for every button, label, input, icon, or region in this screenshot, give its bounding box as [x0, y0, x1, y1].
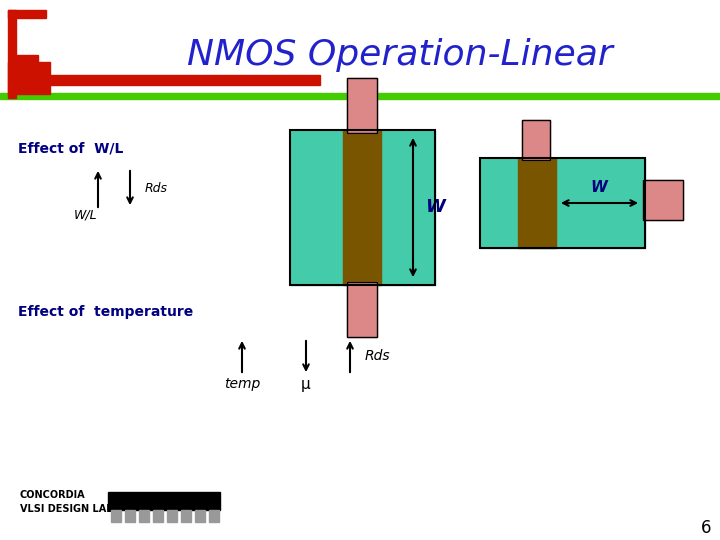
Text: NMOS Operation-Linear: NMOS Operation-Linear	[187, 38, 613, 72]
Text: μ: μ	[301, 377, 311, 392]
Bar	[50, 75, 320, 85]
Bar	[8, 10, 16, 98]
Text: temp: temp	[224, 377, 260, 391]
Bar	[290, 130, 435, 285]
Bar	[181, 510, 191, 522]
Text: VLSI DESIGN LAB: VLSI DESIGN LAB	[20, 504, 114, 514]
Bar	[108, 492, 220, 510]
Text: W: W	[590, 180, 608, 195]
Bar	[8, 62, 50, 94]
Bar	[347, 78, 377, 133]
Bar	[167, 510, 177, 522]
Bar	[522, 120, 550, 160]
Text: Effect of  temperature: Effect of temperature	[18, 305, 193, 319]
Bar	[8, 10, 46, 18]
Bar	[125, 510, 135, 522]
Bar	[16, 55, 38, 63]
Bar	[347, 282, 377, 337]
Bar	[518, 158, 556, 248]
Bar	[480, 158, 645, 248]
Bar	[0, 93, 720, 99]
Text: 6: 6	[701, 519, 711, 537]
Bar	[643, 180, 683, 220]
Bar	[153, 510, 163, 522]
Bar	[522, 120, 550, 160]
Text: CONCORDIA: CONCORDIA	[20, 490, 86, 500]
Bar	[643, 180, 683, 220]
Bar	[139, 510, 149, 522]
Text: Rds: Rds	[365, 349, 391, 363]
Text: Rds: Rds	[145, 181, 168, 194]
Text: W/L: W/L	[74, 208, 98, 221]
Bar	[290, 130, 435, 285]
Bar	[480, 158, 645, 248]
Bar	[195, 510, 205, 522]
Bar	[343, 130, 381, 285]
Bar	[209, 510, 219, 522]
Text: Effect of  W/L: Effect of W/L	[18, 141, 123, 155]
Text: W: W	[425, 198, 445, 216]
Bar	[347, 78, 377, 133]
Bar	[347, 282, 377, 337]
Bar	[111, 510, 121, 522]
